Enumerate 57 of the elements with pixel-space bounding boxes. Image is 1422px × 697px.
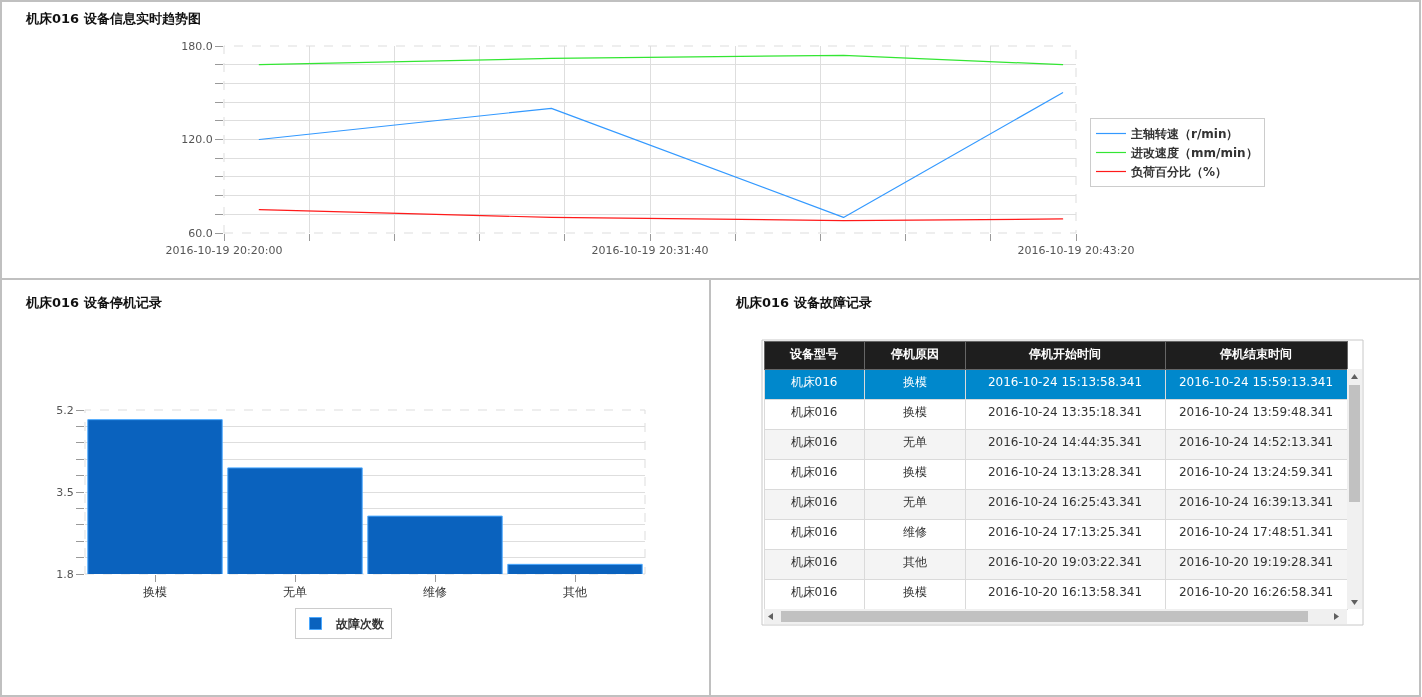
x-tick-label: 维修	[423, 585, 447, 600]
y-tick-label: 5.2	[56, 403, 74, 417]
legend-label: 主轴转速（r/min）	[1130, 127, 1239, 142]
text: 2016-10-20 16:26:58.341	[1178, 585, 1334, 599]
x-tick-label: 其他	[563, 585, 587, 600]
y-tick-label: 60.0	[188, 226, 213, 240]
text: 机床016	[790, 465, 838, 479]
text: 2016-10-24 15:59:13.341	[1178, 375, 1334, 389]
text: 机床016	[790, 585, 838, 599]
category-label: 停机开始时间	[1028, 347, 1101, 361]
text: 2016-10-24 17:13:25.341	[987, 525, 1143, 539]
text: 2016-10-24 13:24:59.341	[1178, 465, 1334, 479]
category-label: 停机结束时间	[1219, 347, 1292, 361]
text: 维修	[902, 525, 927, 539]
text: 换模	[902, 375, 927, 389]
y-tick-label: 1.8	[56, 567, 74, 581]
text: 2016-10-24 16:25:43.341	[987, 495, 1143, 509]
text: 2016-10-24 16:39:13.341	[1178, 495, 1334, 509]
legend-label: 故障次数	[334, 617, 385, 632]
text: 2016-10-20 19:03:22.341	[987, 555, 1143, 569]
text: 2016-10-20 19:19:28.341	[1178, 555, 1334, 569]
y-tick-label: 120.0	[181, 133, 213, 147]
text: 机床016 设备信息实时趋势图	[25, 11, 201, 26]
text: 2016-10-24 13:13:28.341	[987, 465, 1143, 479]
text: 换模	[902, 405, 927, 419]
x-tick-label: 2016-10-19 20:20:00	[165, 244, 283, 258]
legend-label: 负荷百分比（%）	[1130, 165, 1228, 180]
line-series	[258, 92, 1064, 219]
text: 机床016	[790, 555, 838, 569]
text: 机床016 设备故障记录	[735, 295, 872, 310]
text: 2016-10-24 17:48:51.341	[1178, 525, 1334, 539]
y-tick-label: 3.5	[56, 485, 74, 499]
text: 换模	[902, 465, 927, 479]
text: 2016-10-24 13:59:48.341	[1178, 405, 1334, 419]
text: 机床016	[790, 435, 838, 449]
text: 其他	[902, 555, 927, 569]
text: 机床016	[790, 375, 838, 389]
text: 机床016	[790, 495, 838, 509]
text: 2016-10-24 14:44:35.341	[987, 435, 1143, 449]
chart-title: 机床016 设备停机记录	[25, 295, 162, 310]
text: 机床016	[790, 405, 838, 419]
x-tick-label: 换模	[143, 585, 167, 600]
legend-label: 进改速度（mm/min）	[1130, 146, 1258, 161]
text: 2016-10-24 14:52:13.341	[1178, 435, 1334, 449]
line-series	[258, 209, 1064, 222]
y-tick-label: 180.0	[181, 39, 213, 53]
text: 2016-10-20 16:13:58.341	[987, 585, 1143, 599]
x-tick-label: 2016-10-19 20:43:20	[1017, 244, 1135, 258]
text: 2016-10-24 13:35:18.341	[987, 405, 1143, 419]
text: 2016-10-24 15:13:58.341	[987, 375, 1143, 389]
text: 无单	[902, 495, 927, 509]
text: 无单	[902, 435, 927, 449]
category-label: 停机原因	[889, 347, 939, 361]
category-label: 设备型号	[789, 347, 838, 361]
x-tick-label: 2016-10-19 20:31:40	[591, 244, 709, 258]
text: 机床016	[790, 525, 838, 539]
x-tick-label: 无单	[283, 585, 307, 600]
